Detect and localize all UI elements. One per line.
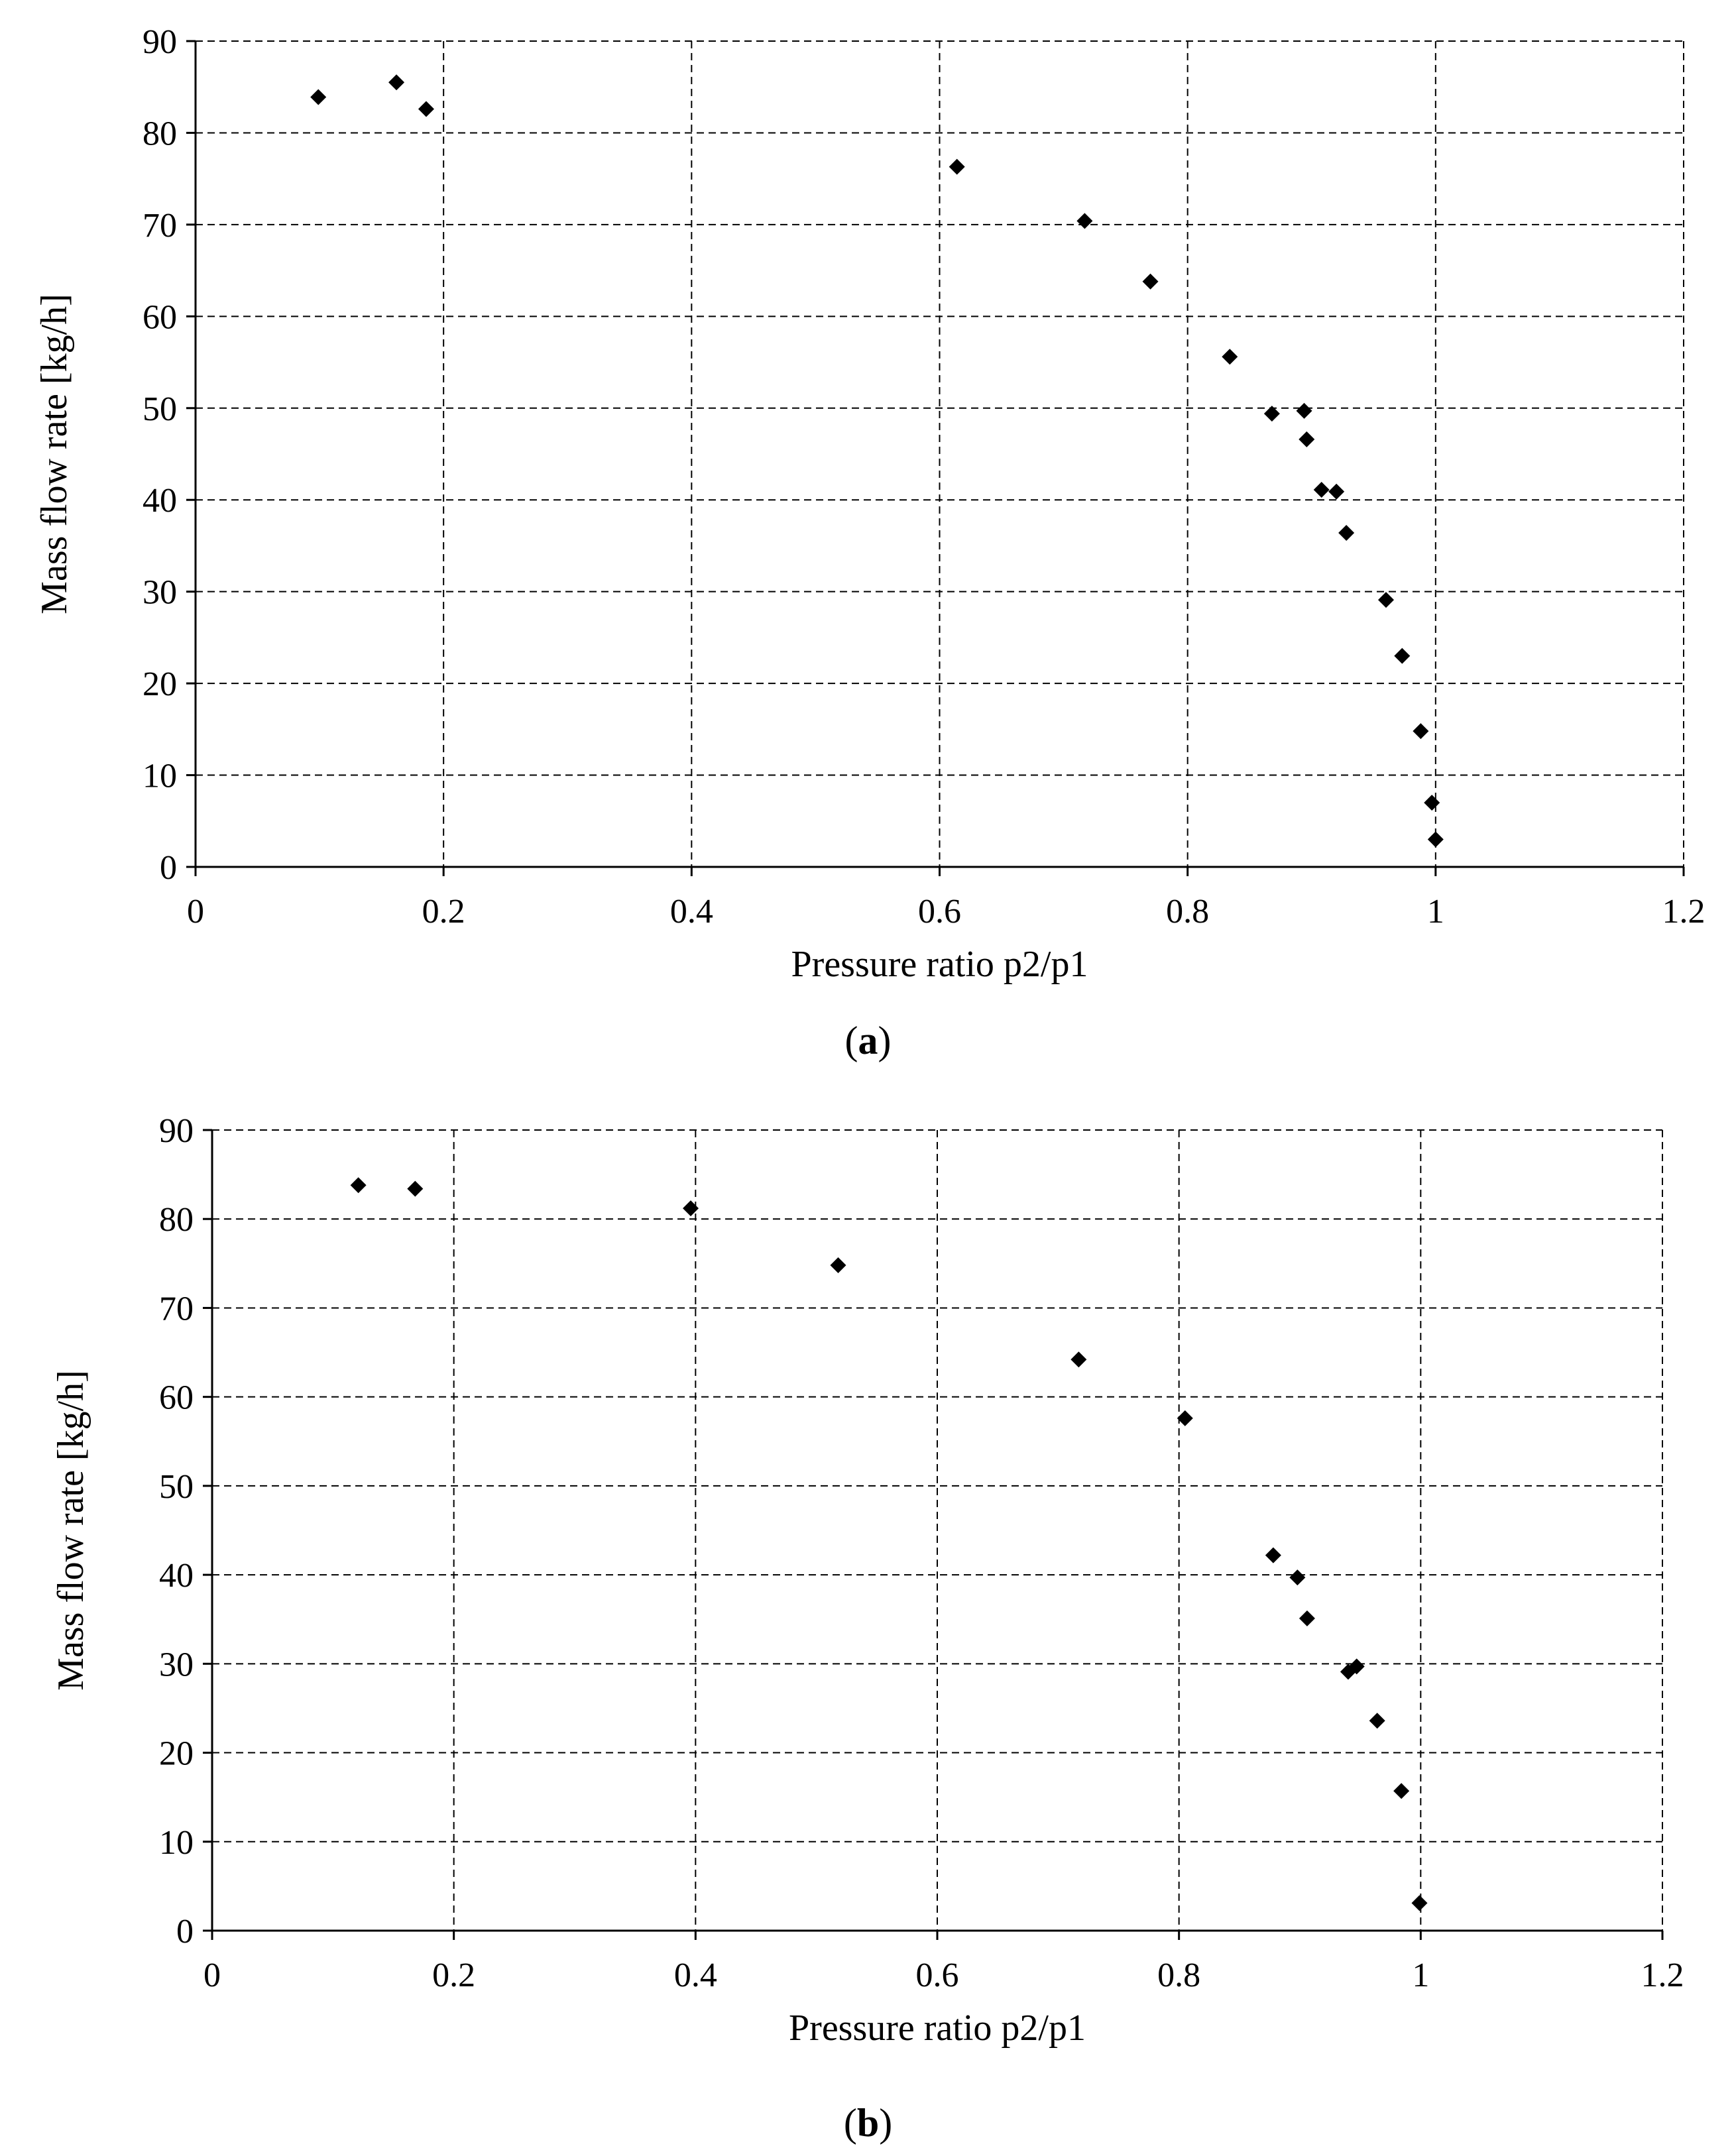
data-point [1424, 795, 1440, 811]
x-tick-label: 0.2 [422, 893, 465, 931]
data-point [1338, 525, 1355, 541]
data-point [1265, 1547, 1281, 1563]
y-tick-label: 50 [159, 1468, 194, 1506]
data-point [1427, 831, 1444, 848]
data-point [1142, 273, 1159, 290]
data-point [1313, 481, 1330, 498]
data-point [388, 74, 405, 91]
data-point [1413, 723, 1429, 740]
x-axis-title: Pressure ratio p2/p1 [789, 2008, 1086, 2049]
y-tick-label: 10 [159, 1824, 194, 1862]
chart-panel-b: 0 10 20 30 40 50 60 70 80 90 0 0.2 0.4 0.6 0.8 1 1.2 Pres… [0, 1070, 1736, 2154]
data-point [1393, 1783, 1410, 1799]
y-tick-label: 10 [143, 758, 177, 795]
data-point [1263, 406, 1280, 422]
y-axis-title: Mass flow rate [kg/h] [34, 294, 75, 614]
chart-a-svg: 0 10 20 30 40 50 60 70 80 90 0 0.2 0.4 0.6 0.8 1 1.2 Pres… [34, 23, 1706, 985]
x-tick-label: 1.2 [1641, 1956, 1684, 1994]
y-tick-label: 90 [143, 23, 177, 61]
y-tick-label: 0 [176, 1913, 194, 1951]
x-tick-label: 0 [203, 1956, 221, 1994]
data-point [1177, 1410, 1193, 1426]
x-tick-label: 0.8 [1166, 893, 1209, 931]
y-tick-label: 40 [143, 482, 177, 520]
panel-label-b: b [856, 2101, 880, 2145]
panel-label-a-caption: (a) [844, 1019, 892, 1062]
x-tick-label: 0 [187, 893, 204, 931]
y-tick-label: 20 [143, 665, 177, 703]
y-axis-title: Mass flow rate [kg/h] [50, 1370, 91, 1691]
y-tick-label: 60 [143, 298, 177, 336]
x-tick-label: 0.4 [670, 893, 713, 931]
data-point [1348, 1658, 1365, 1675]
y-tick-label: 40 [159, 1557, 194, 1595]
y-tick-label: 0 [160, 849, 177, 887]
chart-b-svg: 0 10 20 30 40 50 60 70 80 90 0 0.2 0.4 0.6 0.8 1 1.2 Pres… [50, 1112, 1684, 2049]
data-point [1369, 1713, 1385, 1729]
panel-label-a: a [858, 1019, 878, 1062]
y-tick-label: 80 [159, 1201, 194, 1239]
y-tick-label: 60 [159, 1379, 194, 1417]
data-point [683, 1200, 699, 1217]
x-tick-label: 0.6 [918, 893, 961, 931]
x-tick-label: 0.2 [432, 1956, 475, 1994]
data-point [949, 158, 965, 175]
data-point [1076, 213, 1093, 229]
y-tick-label: 90 [159, 1112, 194, 1150]
data-point [1411, 1895, 1428, 1911]
y-tick-label: 30 [143, 574, 177, 612]
data-point [1296, 402, 1312, 419]
panel-label-b-caption: (b) [843, 2101, 893, 2145]
x-tick-label: 0.6 [916, 1956, 959, 1994]
data-point [1289, 1569, 1306, 1586]
y-tick-label: 20 [159, 1735, 194, 1773]
y-tick-label: 30 [159, 1646, 194, 1683]
x-tick-label: 1 [1427, 893, 1444, 931]
y-tick-label: 80 [143, 115, 177, 152]
y-tick-label: 70 [143, 207, 177, 245]
data-point [1328, 483, 1345, 500]
data-point [350, 1177, 367, 1194]
data-point [1222, 349, 1238, 365]
y-tick-label: 50 [143, 390, 177, 428]
x-tick-label: 0.8 [1157, 1956, 1200, 1994]
x-tick-label: 0.4 [674, 1956, 717, 1994]
x-axis-title: Pressure ratio p2/p1 [791, 944, 1088, 985]
x-tick-label: 1.2 [1662, 893, 1706, 931]
data-point [407, 1180, 424, 1197]
data-point [830, 1257, 846, 1274]
data-point [1071, 1351, 1087, 1368]
x-tick-label: 1 [1412, 1956, 1429, 1994]
data-point [1394, 648, 1411, 664]
data-point [310, 89, 327, 105]
data-point [418, 101, 434, 117]
y-tick-label: 70 [159, 1290, 194, 1328]
chart-panel-a: 0 10 20 30 40 50 60 70 80 90 0 0.2 0.4 0.6 0.8 1 1.2 Pres… [0, 0, 1736, 1070]
data-point [1299, 1610, 1315, 1626]
data-point [1378, 592, 1394, 608]
data-point [1299, 431, 1315, 447]
